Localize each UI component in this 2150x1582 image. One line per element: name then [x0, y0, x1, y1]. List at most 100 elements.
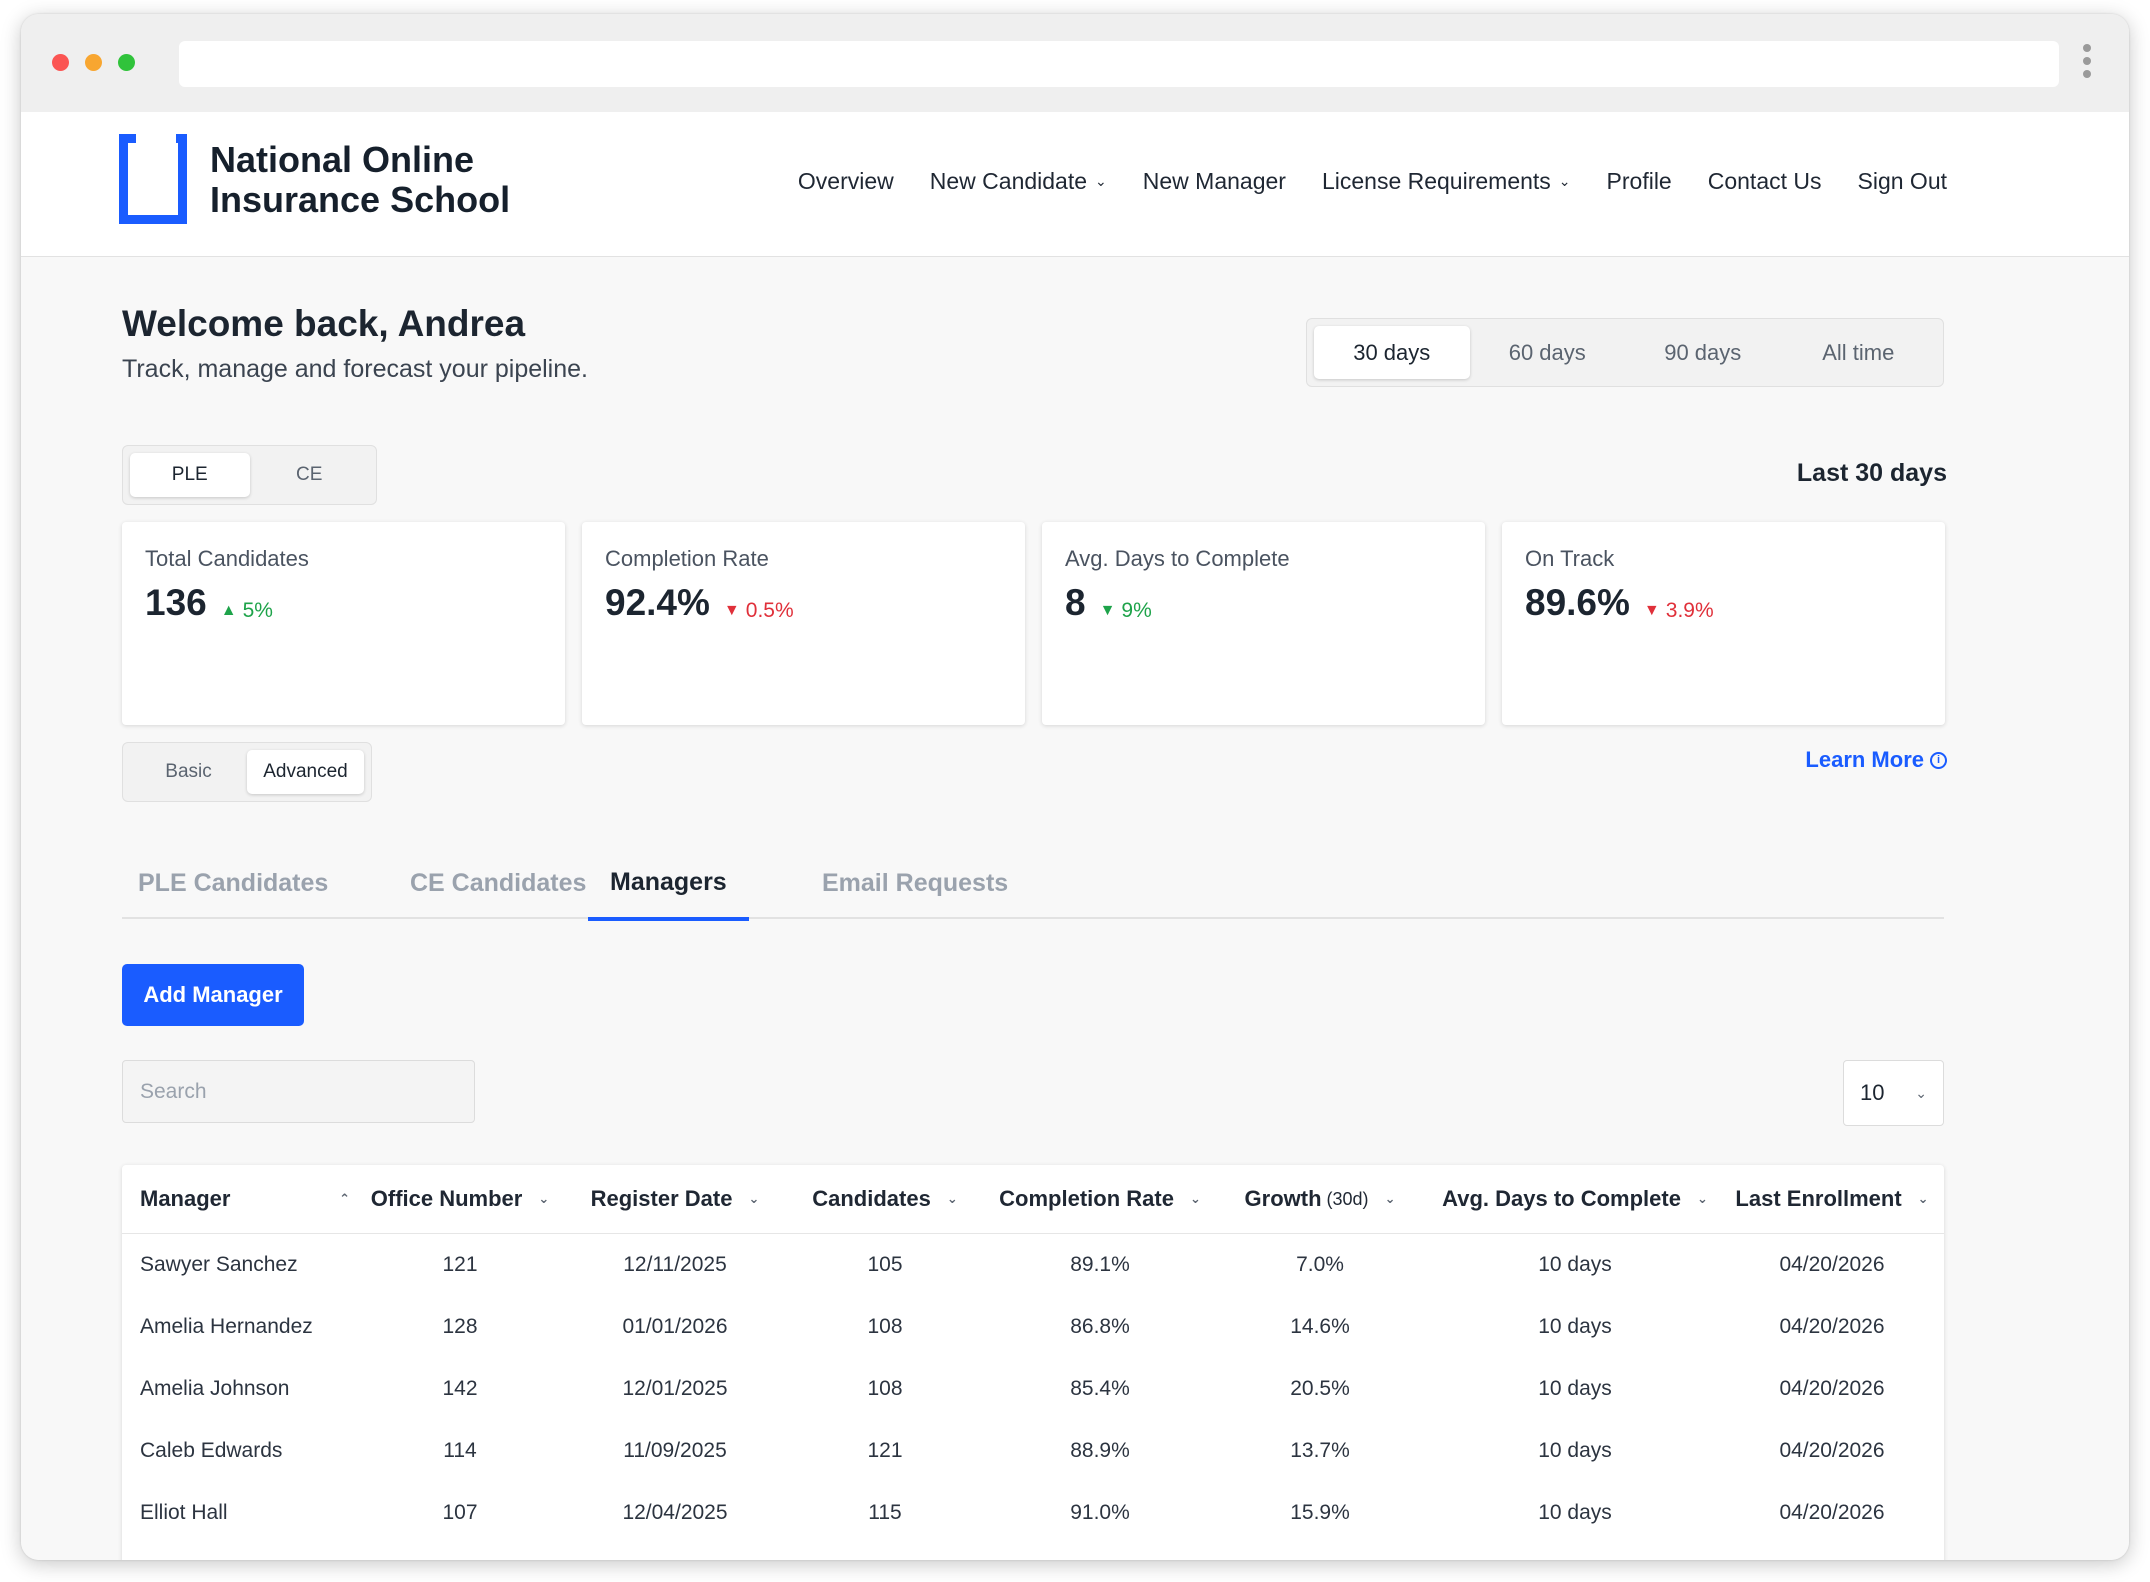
stat-label: Total Candidates	[145, 546, 309, 571]
search-input[interactable]	[122, 1060, 475, 1123]
table-cell: Amelia Johnson	[140, 1377, 290, 1400]
nav-item-contact-us[interactable]: Contact Us	[1708, 168, 1822, 195]
table-cell: 04/20/2026	[1779, 1439, 1885, 1462]
stat-delta-value: 0.5%	[745, 599, 794, 622]
table-row[interactable]: Sawyer Sanchez 121 12/11/2025 105 89.1% 7.0% 1…	[122, 1234, 1944, 1296]
browser-chrome	[21, 14, 2129, 112]
table-cell: 121	[867, 1439, 903, 1462]
column-header-register-date[interactable]: Register Date ⌄	[570, 1186, 780, 1212]
table-header: Manager ⌃ Office Number ⌄ Register Date ⌄ Cand…	[122, 1165, 1944, 1234]
stat-card: On Track 89.6% ▼ 3.9%	[1502, 522, 1945, 725]
nav-item-overview[interactable]: Overview	[798, 168, 894, 195]
table-cell: 10 days	[1538, 1315, 1612, 1338]
nav-item-label: New Manager	[1142, 168, 1286, 194]
column-header-label: Candidates	[812, 1186, 931, 1211]
table-cell: 88.9%	[1070, 1439, 1130, 1462]
column-header-label: Register Date	[590, 1186, 733, 1211]
add-manager-button[interactable]: Add Manager	[122, 964, 304, 1026]
table-cell: 121	[442, 1253, 478, 1276]
table-row[interactable]: Caleb Edwards 114 11/09/2025 121 88.9% 13.7% 1…	[122, 1420, 1944, 1482]
stat-delta-value: 5%	[242, 599, 273, 622]
tab-email-requests[interactable]: Email Requests	[822, 868, 1009, 897]
view-option-basic[interactable]: Basic	[165, 761, 212, 782]
stat-label: On Track	[1525, 546, 1615, 571]
chevron-down-icon: ⌄	[1917, 1191, 1929, 1206]
stat-row: 136 ▲ 5%	[145, 582, 542, 624]
info-icon: i	[1930, 751, 1947, 769]
table-cell: 01/01/2026	[622, 1315, 728, 1338]
tab-bar: PLE Candidates CE Candidates Managers Email…	[122, 847, 1944, 921]
view-mode-toggle: Basic Advanced	[122, 742, 372, 802]
stat-value: 8	[1065, 582, 1086, 623]
range-option-30-days[interactable]: 30 days	[1314, 326, 1470, 379]
table-cell: 91.0%	[1070, 1501, 1130, 1524]
stat-delta: ▼ 9%	[1100, 599, 1152, 623]
table-cell: 10 days	[1538, 1253, 1612, 1276]
nav-item-sign-out[interactable]: Sign Out	[1858, 168, 1948, 195]
browser-menu-icon[interactable]	[2081, 44, 2093, 84]
program-toggle: PLE CE	[122, 445, 377, 505]
nav-item-new-manager[interactable]: New Manager	[1143, 168, 1286, 195]
table-cell: 04/20/2026	[1779, 1501, 1885, 1524]
minimize-window-button[interactable]	[85, 54, 102, 71]
tab-ple-candidates[interactable]: PLE Candidates	[138, 868, 329, 897]
stat-card: Total Candidates 136 ▲ 5%	[122, 522, 565, 725]
brand-name[interactable]: National Online Insurance School	[210, 140, 510, 220]
program-option-ple[interactable]: PLE	[130, 453, 250, 497]
stat-row: 89.6% ▼ 3.9%	[1525, 582, 1922, 624]
table-cell: 107	[442, 1501, 478, 1524]
page-size-select[interactable]: 10 ⌄	[1843, 1060, 1944, 1126]
table-row[interactable]: Elliot Hall 107 12/04/2025 115 91.0% 15.9% 10 …	[122, 1482, 1944, 1544]
table-cell: Elliot Hall	[140, 1501, 228, 1524]
nav-item-new-candidate[interactable]: New Candidate ⌄	[930, 168, 1107, 195]
column-header-manager[interactable]: Manager ⌃	[122, 1186, 350, 1212]
column-header-avg-days-to-complete[interactable]: Avg. Days to Complete ⌄	[1430, 1186, 1720, 1212]
stat-card: Avg. Days to Complete 8 ▼ 9%	[1042, 522, 1485, 725]
tab-managers[interactable]: Managers	[588, 847, 749, 921]
stat-card: Completion Rate 92.4% ▼ 0.5%	[582, 522, 1025, 725]
table-cell: 11/09/2025	[623, 1439, 727, 1462]
range-option-60-days[interactable]: 60 days	[1508, 339, 1586, 365]
chevron-down-icon: ⌄	[748, 1191, 760, 1206]
column-header-completion-rate[interactable]: Completion Rate ⌄	[990, 1186, 1210, 1212]
table-cell: 128	[442, 1315, 478, 1338]
column-header-growth[interactable]: Growth (30d) ⌄	[1210, 1186, 1430, 1212]
range-option-90-days[interactable]: 90 days	[1664, 339, 1742, 365]
learn-more-label: Learn More	[1805, 747, 1924, 772]
table-cell: 115	[868, 1501, 902, 1524]
date-range-selector: 30 days 60 days 90 days All time	[1306, 318, 1944, 387]
brand-line-1: National Online	[210, 139, 475, 180]
table-cell: 89.1%	[1070, 1253, 1130, 1276]
table-row[interactable]: Amelia Johnson 142 12/01/2025 108 85.4% 20.5%…	[122, 1358, 1944, 1420]
table-cell: 10 days	[1538, 1377, 1612, 1400]
column-header-last-enrollment[interactable]: Last Enrollment ⌄	[1720, 1186, 1944, 1212]
tab-ce-candidates[interactable]: CE Candidates	[410, 868, 587, 897]
column-header-office-number[interactable]: Office Number ⌄	[350, 1186, 570, 1212]
table-cell: 7.0%	[1296, 1253, 1344, 1276]
page-size-value: 10	[1860, 1080, 1885, 1105]
program-option-ce[interactable]: CE	[296, 464, 323, 485]
chevron-down-icon: ⌄	[946, 1191, 958, 1206]
chevron-down-icon: ⌄	[1915, 1084, 1927, 1101]
table-cell: Caleb Edwards	[140, 1439, 283, 1462]
address-bar[interactable]	[179, 41, 2059, 87]
nav-item-profile[interactable]: Profile	[1607, 168, 1672, 195]
learn-more-link[interactable]: Learn More i	[1805, 747, 1947, 773]
table-row[interactable]: Amelia Hernandez 128 01/01/2026 108 86.8% 14.…	[122, 1296, 1944, 1358]
view-option-advanced[interactable]: Advanced	[247, 750, 364, 794]
range-option-all-time[interactable]: All time	[1822, 339, 1895, 365]
nav-item-license-requirements[interactable]: License Requirements ⌄	[1322, 168, 1571, 195]
maximize-window-button[interactable]	[118, 54, 135, 71]
table-cell: 13.7%	[1290, 1439, 1350, 1462]
column-header-candidates[interactable]: Candidates ⌄	[780, 1186, 990, 1212]
logo-icon[interactable]	[119, 134, 187, 224]
close-window-button[interactable]	[52, 54, 69, 71]
nav-item-label: Sign Out	[1857, 168, 1948, 194]
dashboard-content: Welcome back, Andrea Track, manage and f…	[21, 257, 2129, 1560]
arrow-up-icon: ▲	[220, 602, 237, 619]
nav-item-label: License Requirements	[1321, 168, 1551, 194]
table-cell: 108	[867, 1377, 903, 1400]
table-cell: 04/20/2026	[1779, 1253, 1885, 1276]
stat-value: 89.6%	[1525, 582, 1630, 623]
table-cell: 142	[442, 1377, 478, 1400]
